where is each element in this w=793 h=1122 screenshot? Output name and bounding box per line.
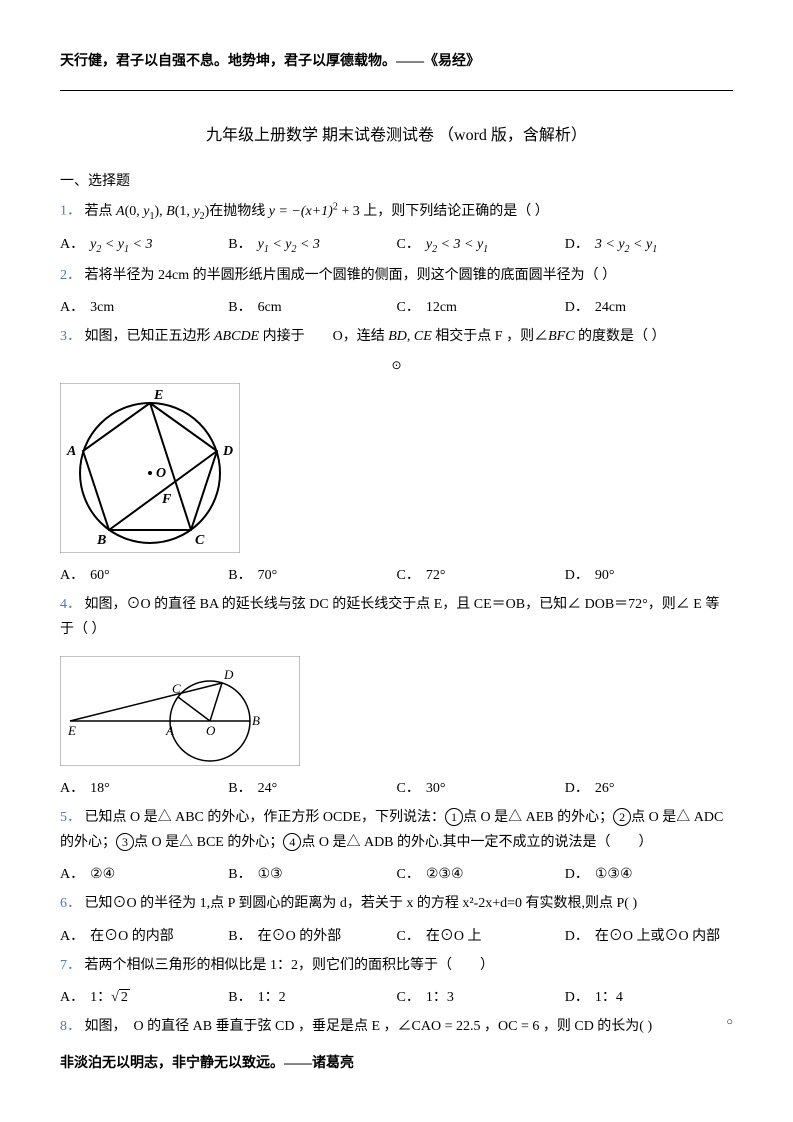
q6-num: 6．: [60, 896, 81, 911]
q4-num: 4．: [60, 597, 81, 612]
q7-num: 7．: [60, 958, 81, 973]
q3-opt-b: B．70°: [228, 564, 396, 584]
question-8: 8． 如图， O 的直径 AB 垂直于弦 CD ，垂足是点 E ，∠CAO = …: [60, 1014, 733, 1039]
q5-opt-c: C．②③④: [397, 863, 565, 883]
q7-opt-d: D．1：4: [565, 986, 733, 1006]
svg-text:O: O: [156, 466, 166, 481]
page-title: 九年级上册数学 期末试卷测试卷 （word 版，含解析）: [60, 121, 733, 145]
q3-opt-a: A．60°: [60, 564, 228, 584]
q3-opt-d: D．90°: [565, 564, 733, 584]
q4-options: A．18° B．24° C．30° D．26°: [60, 777, 733, 797]
q8-text: 如图， O 的直径 AB 垂直于弦 CD ，垂足是点 E ，∠CAO = 22.…: [85, 1019, 653, 1034]
question-1: 1． 若点 A(0, y1), B(1, y2)在抛物线 y = −(x+1)2…: [60, 198, 733, 225]
svg-text:A: A: [66, 444, 76, 459]
q1-num: 1．: [60, 204, 81, 219]
section-title: 一、选择题: [60, 170, 733, 190]
q6-text: 已知⊙O 的半径为 1,点 P 到圆心的距离为 d，若关于 x 的方程 x²-2…: [85, 896, 638, 911]
q5-options: A．②④ B．①③ C．②③④ D．①③④: [60, 863, 733, 883]
q3-options: A．60° B．70° C．72° D．90°: [60, 564, 733, 584]
divider: [60, 90, 733, 91]
q4-opt-a: A．18°: [60, 777, 228, 797]
circle-marker-right: ○: [726, 1013, 733, 1033]
q4-opt-c: C．30°: [397, 777, 565, 797]
question-5: 5． 已知点 O 是△ ABC 的外心，作正方形 OCDE，下列说法：1点 O …: [60, 805, 733, 855]
question-3: 3． 如图，已知正五边形 ABCDE 内接于 O，连结 BD, CE 相交于点 …: [60, 324, 733, 349]
circle-o-marker: ⊙: [60, 358, 733, 373]
q1-opt-b: B．y1 < y2 < 3: [228, 233, 396, 255]
svg-text:D: D: [222, 444, 233, 459]
figure-circle-chord: E A O B C D: [60, 656, 300, 766]
q6-opt-c: C．在⊙O 上: [397, 925, 565, 945]
q1-text: 若点 A(0, y1), B(1, y2)在抛物线 y = −(x+1)2 + …: [85, 204, 549, 219]
q7-text: 若两个相似三角形的相似比是 1：2，则它们的面积比等于（ ）: [85, 958, 495, 973]
q4-opt-b: B．24°: [228, 777, 396, 797]
q6-opt-b: B．在⊙O 的外部: [228, 925, 396, 945]
footer-quote: 非淡泊无以明志，非宁静无以致远。——诸葛亮: [60, 1052, 354, 1072]
q2-text: 若将半径为 24cm 的半圆形纸片围成一个圆锥的侧面，则这个圆锥的底面圆半径为（…: [85, 268, 617, 283]
q6-options: A．在⊙O 的内部 B．在⊙O 的外部 C．在⊙O 上 D．在⊙O 上或⊙O 内…: [60, 925, 733, 945]
question-4: 4． 如图，⊙O 的直径 BA 的延长线与弦 DC 的延长线交于点 E，且 CE…: [60, 592, 733, 642]
q7-opt-c: C．1：3: [397, 986, 565, 1006]
q2-opt-c: C．12cm: [397, 296, 565, 316]
q2-opt-a: A．3cm: [60, 296, 228, 316]
figure-pentagon: E D C B A OF: [60, 383, 240, 553]
svg-text:C: C: [172, 681, 181, 696]
q7-opt-b: B．1：2: [228, 986, 396, 1006]
svg-text:D: D: [223, 667, 234, 682]
q5-opt-d: D．①③④: [565, 863, 733, 883]
question-7: 7． 若两个相似三角形的相似比是 1：2，则它们的面积比等于（ ）: [60, 953, 733, 978]
svg-text:F: F: [161, 492, 172, 507]
svg-text:B: B: [252, 713, 260, 728]
svg-text:E: E: [67, 723, 76, 738]
q2-opt-d: D．24cm: [565, 296, 733, 316]
q8-num: 8．: [60, 1019, 81, 1034]
q2-num: 2．: [60, 268, 81, 283]
question-2: 2． 若将半径为 24cm 的半圆形纸片围成一个圆锥的侧面，则这个圆锥的底面圆半…: [60, 263, 733, 288]
q7-opt-a: A．1：√2: [60, 986, 228, 1006]
svg-text:E: E: [153, 388, 163, 403]
svg-text:A: A: [165, 723, 174, 738]
q4-opt-d: D．26°: [565, 777, 733, 797]
q3-num: 3．: [60, 329, 81, 344]
q6-opt-d: D．在⊙O 上或⊙O 内部: [565, 925, 733, 945]
q2-options: A．3cm B．6cm C．12cm D．24cm: [60, 296, 733, 316]
svg-text:B: B: [96, 533, 106, 548]
q1-opt-c: C．y2 < 3 < y1: [397, 233, 565, 255]
header-quote: 天行健，君子以自强不息。地势坤，君子以厚德载物。——《易经》: [60, 50, 733, 70]
svg-text:C: C: [195, 533, 205, 548]
q1-options: A．y2 < y1 < 3 B．y1 < y2 < 3 C．y2 < 3 < y…: [60, 233, 733, 255]
q1-opt-d: D．3 < y2 < y1: [565, 233, 733, 255]
q3-opt-c: C．72°: [397, 564, 565, 584]
svg-text:O: O: [206, 723, 216, 738]
q6-opt-a: A．在⊙O 的内部: [60, 925, 228, 945]
q1-opt-a: A．y2 < y1 < 3: [60, 233, 228, 255]
question-6: 6． 已知⊙O 的半径为 1,点 P 到圆心的距离为 d，若关于 x 的方程 x…: [60, 891, 733, 916]
q7-options: A．1：√2 B．1：2 C．1：3 D．1：4: [60, 986, 733, 1006]
q5-opt-a: A．②④: [60, 863, 228, 883]
q5-num: 5．: [60, 810, 81, 825]
q4-text: 如图，⊙O 的直径 BA 的延长线与弦 DC 的延长线交于点 E，且 CE＝OB…: [60, 597, 719, 637]
q5-opt-b: B．①③: [228, 863, 396, 883]
q2-opt-b: B．6cm: [228, 296, 396, 316]
